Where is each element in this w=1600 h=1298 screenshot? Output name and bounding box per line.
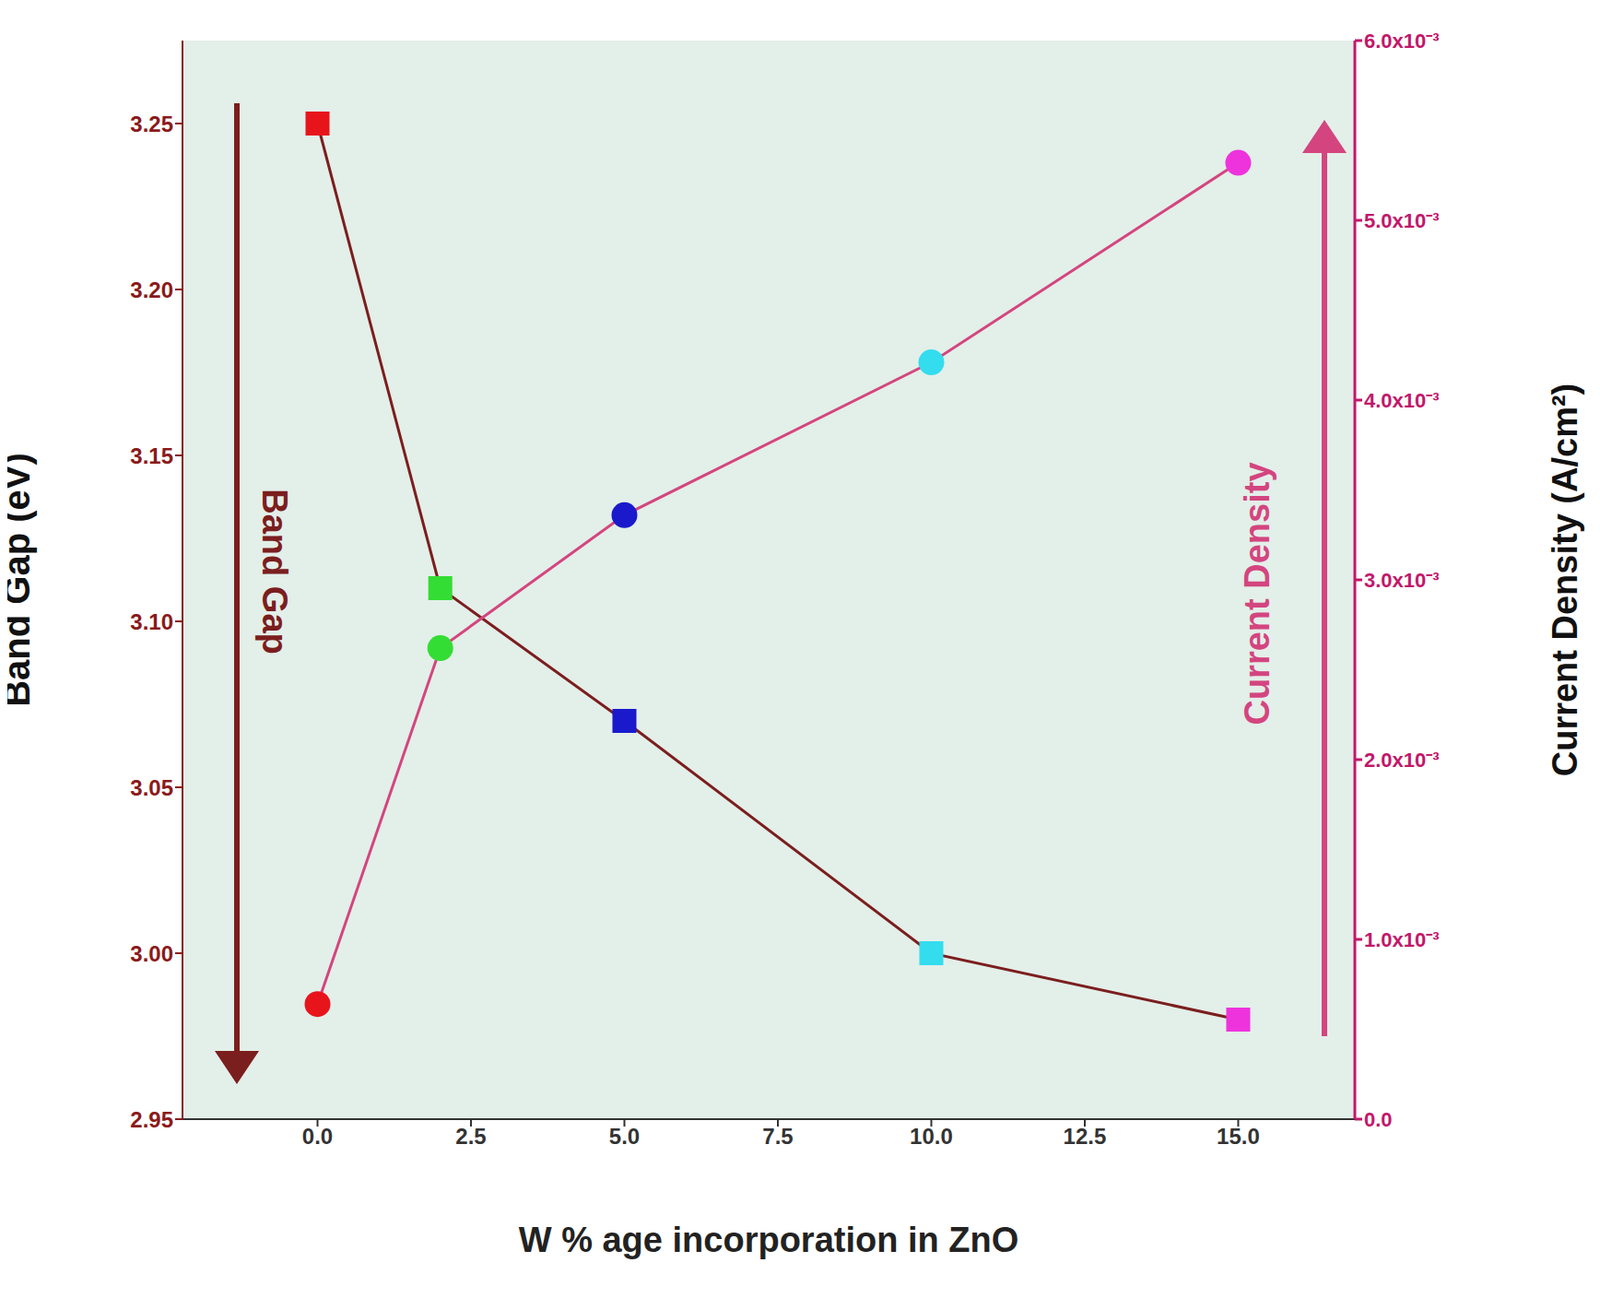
svg-text:3.10: 3.10: [129, 609, 174, 635]
svg-text:3.00: 3.00: [129, 941, 174, 966]
svg-text:7.5: 7.5: [762, 1123, 793, 1149]
svg-text:Band Gap (eV): Band Gap (eV): [7, 452, 37, 707]
svg-text:3.25: 3.25: [129, 111, 174, 137]
svg-text:Current Density (A/cm²): Current Density (A/cm²): [1545, 383, 1585, 777]
svg-text:0.0: 0.0: [302, 1123, 333, 1149]
svg-text:5.0x10⁻³: 5.0x10⁻³: [1364, 209, 1440, 233]
svg-text:1.0x10⁻³: 1.0x10⁻³: [1364, 928, 1440, 952]
svg-text:Current Density: Current Density: [1237, 461, 1277, 725]
svg-text:3.0x10⁻³: 3.0x10⁻³: [1364, 568, 1440, 592]
svg-text:5.0: 5.0: [609, 1123, 640, 1149]
svg-text:Band Gap: Band Gap: [255, 488, 295, 654]
svg-text:3.05: 3.05: [129, 775, 174, 800]
svg-text:10.0: 10.0: [909, 1123, 953, 1149]
svg-text:3.20: 3.20: [129, 277, 174, 303]
svg-text:2.5: 2.5: [455, 1123, 486, 1149]
svg-text:6.0x10⁻³: 6.0x10⁻³: [1364, 29, 1440, 53]
svg-text:12.5: 12.5: [1063, 1123, 1107, 1149]
svg-text:2.0x10⁻³: 2.0x10⁻³: [1364, 748, 1440, 772]
svg-text:2.95: 2.95: [129, 1106, 174, 1132]
svg-text:3.15: 3.15: [129, 443, 174, 469]
svg-text:W % age incorporation in ZnO: W % age incorporation in ZnO: [518, 1220, 1020, 1259]
svg-text:4.0x10⁻³: 4.0x10⁻³: [1364, 388, 1440, 412]
svg-text:15.0: 15.0: [1216, 1123, 1260, 1149]
svg-text:0.0: 0.0: [1364, 1107, 1393, 1131]
